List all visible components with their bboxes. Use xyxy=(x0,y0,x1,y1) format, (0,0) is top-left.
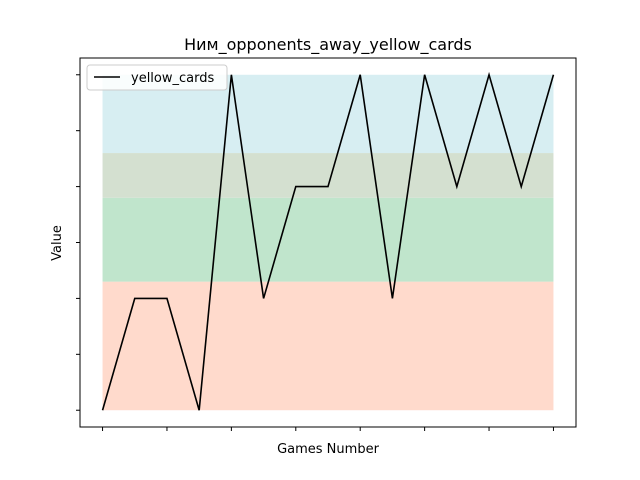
x-axis-label: Games Number xyxy=(277,442,379,457)
background-band-1 xyxy=(102,281,554,411)
legend-label: yellow_cards xyxy=(131,71,214,86)
series-layer xyxy=(101,71,555,411)
x-ticks xyxy=(102,427,554,431)
y-axis-label: Value xyxy=(50,225,65,261)
y-ticks xyxy=(76,74,80,411)
chart-title: Ним_opponents_away_yellow_cards xyxy=(184,35,472,55)
background-bands xyxy=(102,74,554,411)
background-band-2 xyxy=(102,197,554,282)
legend-box xyxy=(86,64,228,91)
legend: yellow_cards xyxy=(86,64,228,91)
background-band-3 xyxy=(102,153,554,198)
